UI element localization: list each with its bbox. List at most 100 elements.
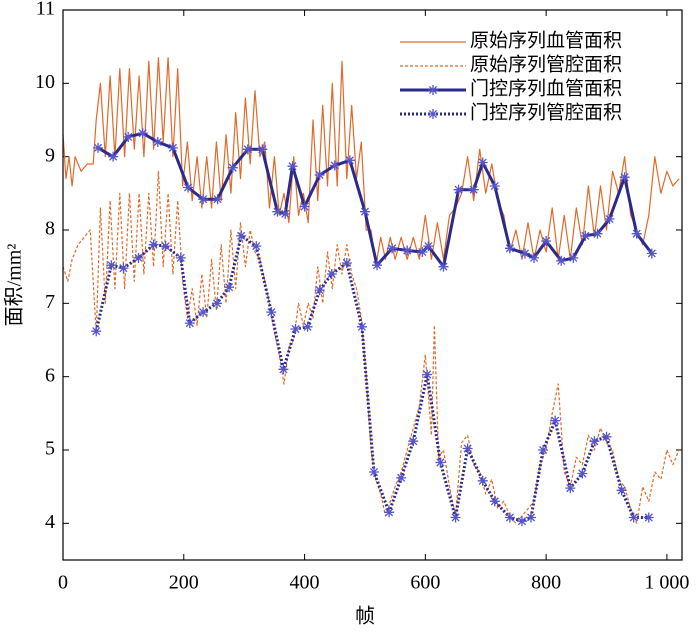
legend-marker (428, 109, 438, 119)
marker (272, 206, 283, 217)
x-tick-label: 600 (410, 572, 440, 594)
marker (423, 241, 434, 252)
marker (589, 436, 600, 447)
marker (123, 131, 134, 142)
marker (344, 155, 355, 166)
marker (577, 468, 588, 479)
marker (278, 364, 289, 375)
marker (477, 475, 488, 486)
y-tick-label: 7 (45, 291, 55, 313)
marker (489, 181, 500, 191)
marker (108, 151, 119, 162)
marker (372, 260, 383, 271)
legend-label: 门控序列血管面积 (470, 77, 622, 99)
marker (601, 431, 612, 442)
marker (453, 184, 464, 195)
marker (175, 252, 186, 263)
y-tick-label: 5 (45, 438, 55, 460)
marker (211, 298, 222, 309)
marker (450, 512, 461, 523)
marker (224, 282, 235, 293)
marker (251, 241, 262, 252)
marker (198, 307, 209, 318)
legend-label: 门控序列管腔面积 (470, 101, 622, 123)
marker (504, 512, 515, 523)
series-line (62, 57, 680, 268)
marker (477, 157, 488, 168)
marker (619, 172, 630, 183)
y-tick-label: 9 (45, 144, 55, 166)
marker (526, 512, 537, 523)
legend-label: 原始序列管腔面积 (470, 53, 622, 75)
marker (408, 436, 419, 447)
marker (438, 261, 449, 272)
marker (422, 369, 433, 380)
legend-label: 原始序列血管面积 (470, 29, 622, 51)
marker (541, 236, 552, 246)
marker (538, 445, 549, 455)
marker (369, 467, 380, 477)
marker (519, 248, 530, 259)
marker (302, 321, 313, 332)
marker (314, 170, 325, 180)
marker (160, 241, 171, 252)
marker (290, 324, 301, 334)
marker (93, 142, 104, 153)
marker (580, 230, 591, 241)
marker (106, 260, 117, 271)
marker (387, 243, 398, 254)
x-tick-label: 200 (169, 572, 199, 594)
marker (148, 239, 159, 250)
marker (384, 507, 395, 518)
marker (341, 258, 352, 268)
marker (462, 443, 473, 454)
marker (604, 214, 615, 224)
marker (516, 516, 527, 527)
marker (329, 160, 340, 171)
marker (504, 243, 515, 254)
x-axis-label: 帧 (355, 605, 375, 628)
marker (299, 201, 310, 212)
marker (212, 194, 223, 205)
marker (359, 206, 370, 217)
marker (152, 137, 163, 147)
marker (592, 228, 603, 239)
x-tick-label: 800 (531, 572, 561, 594)
marker (402, 245, 413, 256)
y-axis-label: 面积/mm² (3, 244, 26, 327)
marker (227, 162, 238, 173)
marker (396, 472, 407, 483)
y-tick-label: 8 (45, 218, 55, 240)
marker (435, 457, 446, 468)
marker (356, 321, 367, 332)
marker (287, 161, 298, 172)
legend-marker (428, 85, 438, 95)
marker (266, 307, 277, 318)
marker (643, 512, 654, 523)
marker (91, 326, 102, 337)
marker (616, 485, 627, 496)
plot-frame (62, 9, 683, 561)
x-tick-label: 1 000 (644, 572, 689, 594)
marker (236, 230, 247, 241)
marker (118, 263, 129, 274)
marker (133, 252, 144, 263)
x-tick-label: 400 (290, 572, 320, 594)
marker (198, 194, 209, 205)
marker (257, 144, 268, 155)
marker (646, 248, 657, 259)
marker (326, 269, 337, 279)
marker (137, 128, 148, 139)
x-tick-label: 0 (58, 572, 68, 594)
y-tick-label: 10 (35, 71, 55, 93)
marker (568, 252, 579, 263)
y-tick-label: 6 (45, 364, 55, 386)
marker (280, 208, 291, 219)
marker (184, 318, 195, 329)
marker (565, 483, 576, 494)
marker (314, 285, 325, 296)
marker (550, 415, 561, 426)
marker (556, 255, 567, 266)
